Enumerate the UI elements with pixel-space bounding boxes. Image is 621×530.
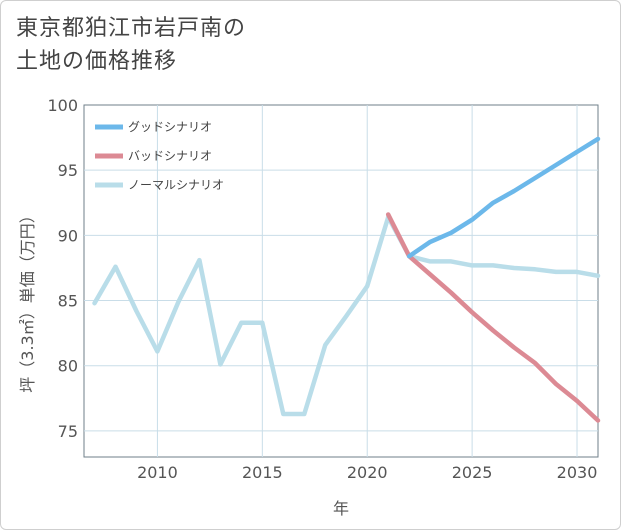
axis-ticks: 75 80 85 90 95 100 2010 2015 2020 2025 2030 bbox=[47, 96, 597, 482]
x-tick-label: 2010 bbox=[137, 463, 178, 482]
y-tick-label: 95 bbox=[58, 161, 78, 180]
x-tick-label: 2025 bbox=[452, 463, 493, 482]
y-tick-label: 90 bbox=[58, 226, 78, 245]
legend-label-0: グッドシナリオ bbox=[128, 120, 212, 134]
series-lines bbox=[92, 136, 601, 423]
series-line-1 bbox=[385, 212, 601, 423]
chart-title-line2: 土地の価格推移 bbox=[16, 49, 178, 74]
chart-title-line1: 東京都狛江市岩戸南の bbox=[16, 16, 247, 41]
y-tick-label: 85 bbox=[58, 292, 78, 311]
series-line-2 bbox=[92, 214, 601, 417]
y-tick-label: 80 bbox=[58, 357, 78, 376]
x-tick-label: 2015 bbox=[242, 463, 283, 482]
x-axis-label: 年 bbox=[333, 499, 349, 518]
y-tick-label: 75 bbox=[58, 422, 78, 441]
chart-title: 東京都狛江市岩戸南の 土地の価格推移 bbox=[16, 12, 246, 78]
series-line-0 bbox=[406, 136, 601, 259]
x-tick-label: 2030 bbox=[557, 463, 598, 482]
x-tick-label: 2020 bbox=[347, 463, 388, 482]
legend-label-2: ノーマルシナリオ bbox=[128, 178, 224, 192]
plot-area bbox=[83, 104, 599, 458]
y-tick-label: 100 bbox=[47, 96, 78, 115]
legend-label-1: バッドシナリオ bbox=[128, 149, 212, 163]
y-axis-label: 坪（3.3㎡）単価（万円） bbox=[18, 207, 37, 392]
